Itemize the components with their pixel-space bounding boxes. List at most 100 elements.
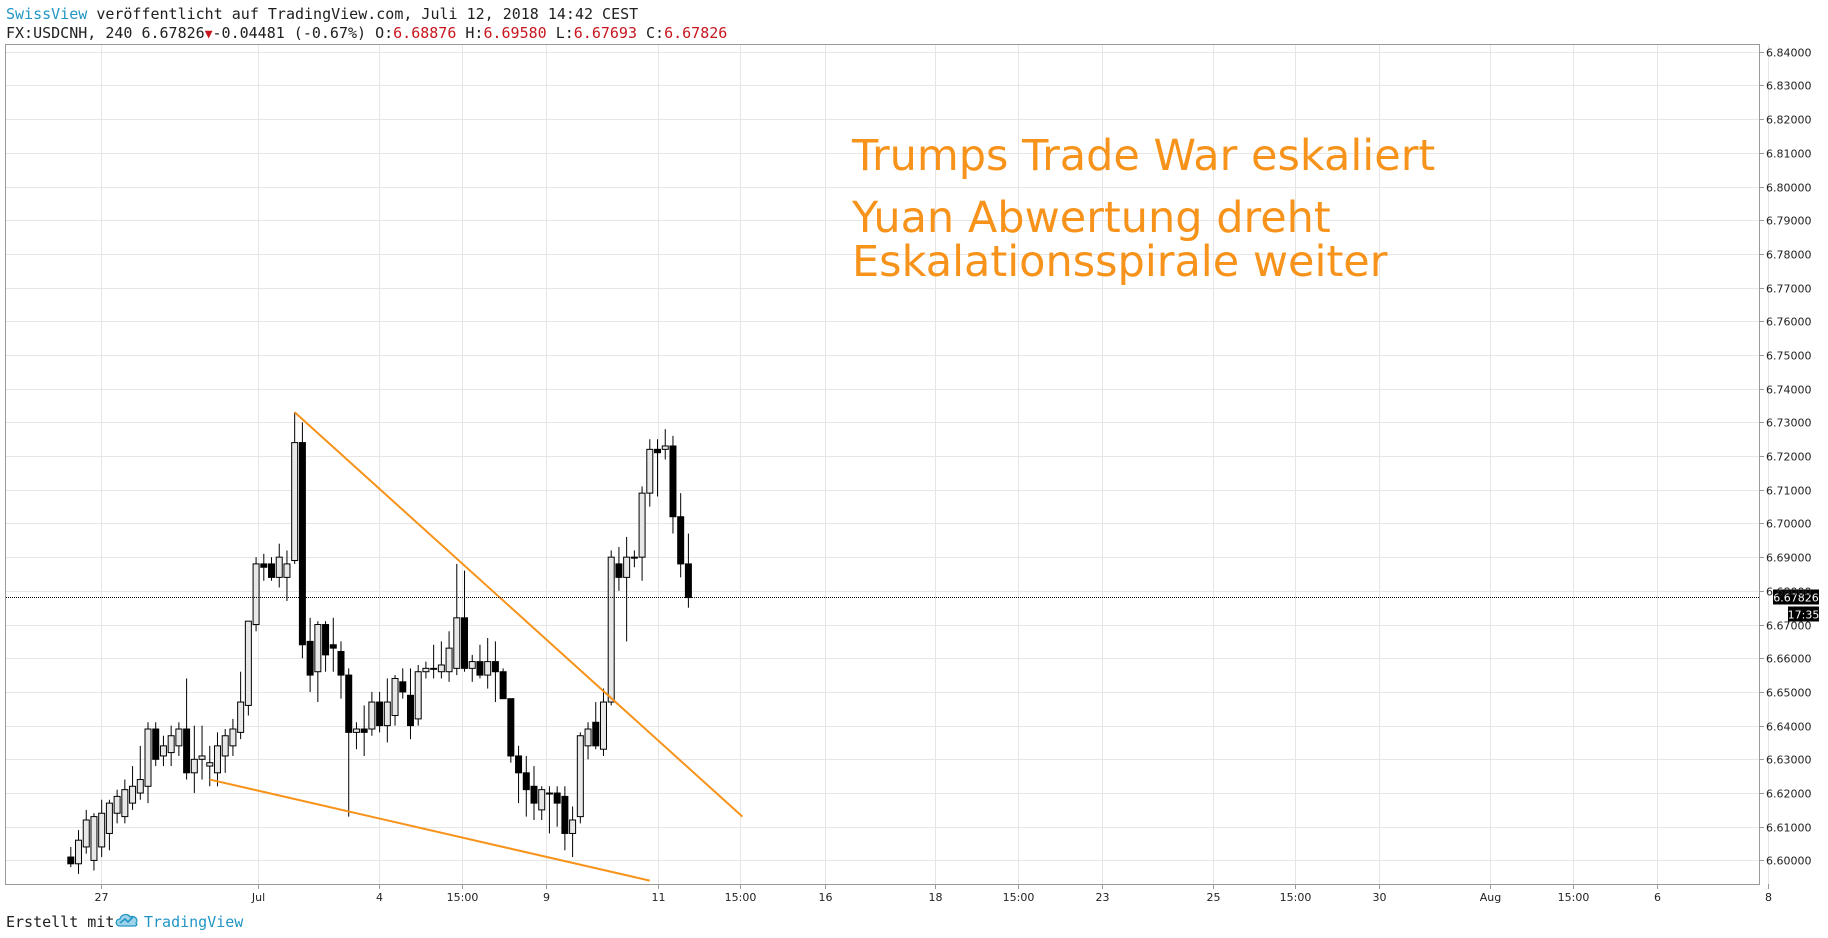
annotation-text[interactable]: Trumps Trade War eskaliert: [851, 131, 1435, 181]
candle: [268, 557, 276, 581]
candle-body: [538, 789, 546, 811]
candle: [453, 563, 461, 676]
candle: [507, 698, 515, 763]
candle-body: [314, 624, 322, 673]
candle-body: [476, 661, 484, 676]
candle: [98, 799, 106, 858]
tradingview-brand[interactable]: TradingView: [144, 913, 244, 931]
price-tick-label: 6.84000: [1766, 47, 1812, 60]
candle-body: [82, 819, 90, 848]
candle: [561, 786, 569, 851]
candle: [322, 621, 330, 672]
annotation-text[interactable]: Yuan Abwertung dreht: [851, 193, 1331, 243]
price-tick-label: 6.72000: [1766, 451, 1812, 464]
candle-body: [468, 661, 476, 669]
candle-body: [75, 839, 83, 865]
candle: [121, 779, 129, 824]
candle: [437, 641, 445, 679]
time-tick-label: 4: [376, 891, 383, 904]
tradingview-cloud-icon[interactable]: [114, 911, 140, 929]
candle: [414, 664, 422, 726]
candle: [376, 691, 384, 733]
candle-body: [576, 735, 584, 818]
price-tick-label: 6.70000: [1766, 518, 1812, 531]
candle: [275, 543, 283, 588]
price-tick-label: 6.65000: [1766, 687, 1812, 700]
candle: [468, 654, 476, 682]
candle: [67, 846, 75, 868]
price-tick-label: 6.79000: [1766, 215, 1812, 228]
candle-body: [437, 664, 445, 673]
candle: [175, 722, 183, 756]
candle: [399, 668, 407, 699]
candle: [569, 806, 577, 858]
candle: [499, 668, 507, 700]
candle: [237, 671, 245, 740]
price-tick-label: 6.78000: [1766, 249, 1812, 262]
candle-body: [352, 728, 360, 733]
candle: [607, 550, 615, 706]
chart-annotations[interactable]: Trumps Trade War eskaliert Yuan Abwertung…: [851, 131, 1435, 287]
candle-body: [329, 644, 337, 649]
price-change: -0.04481 (-0.67%): [212, 24, 367, 42]
candle: [391, 675, 399, 726]
candle-body: [337, 651, 345, 676]
candle-body: [268, 563, 276, 578]
candle-body: [129, 785, 137, 804]
price-tick-label: 6.61000: [1766, 822, 1812, 835]
time-axis[interactable]: 27 Jul 4 15:00 9 11 15:00 16 18 15:00 23 25 15:00 30 A…: [95, 884, 1773, 904]
price-axis[interactable]: 6.84000 6.83000 6.82000 6.81000 6.80000 6.790…: [1759, 47, 1812, 868]
price-tick-label: 6.63000: [1766, 754, 1812, 767]
candle-body: [244, 620, 252, 706]
candle-body: [383, 701, 391, 727]
price-tick-label: 6.71000: [1766, 485, 1812, 498]
symbol-info: FX:USDCNH, 240 6.67826▼-0.04481 (-0.67%)…: [6, 24, 727, 44]
candle-body: [322, 624, 330, 656]
annotation-text[interactable]: Eskalationsspirale weiter: [852, 237, 1388, 287]
candle: [159, 735, 167, 767]
price-chart[interactable]: Trumps Trade War eskaliert Yuan Abwertung…: [0, 44, 1828, 904]
time-tick-label: Aug: [1480, 891, 1501, 904]
trendline-upper[interactable]: [294, 411, 744, 818]
publisher-link[interactable]: SwissView: [6, 5, 88, 23]
candle-body: [190, 758, 198, 774]
candle-body: [252, 563, 260, 626]
candle-body: [144, 728, 152, 787]
trendlines[interactable]: [209, 411, 1828, 882]
time-tick-label: 8: [1765, 891, 1772, 904]
candle: [252, 557, 260, 632]
close-label: C:: [646, 24, 665, 42]
created-with-text: Erstellt mit: [6, 913, 115, 931]
candle-body: [599, 701, 607, 750]
candle: [484, 638, 492, 689]
candle-body: [175, 728, 183, 747]
time-tick-label: 25: [1207, 891, 1221, 904]
candle-body: [345, 674, 353, 733]
candle: [298, 422, 306, 659]
high-value: 6.69580: [483, 24, 547, 42]
plot-border: [5, 44, 1760, 885]
candle: [229, 718, 237, 756]
candle: [90, 813, 98, 871]
candle-body: [584, 728, 592, 747]
candle-body: [183, 728, 191, 774]
current-price-label: 6.67826: [1773, 592, 1819, 605]
candle: [144, 722, 152, 804]
publish-info: SwissView veröffentlicht auf TradingView…: [6, 5, 638, 23]
candle-body: [522, 772, 530, 791]
open-label: O:: [375, 24, 394, 42]
candle: [260, 553, 268, 581]
candle-body: [592, 721, 600, 747]
current-price-badge: [1773, 589, 1819, 605]
candle-body: [260, 563, 268, 568]
candle-body: [306, 640, 314, 676]
high-label: H:: [465, 24, 484, 42]
candle-body: [422, 667, 430, 673]
price-tick-label: 6.74000: [1766, 384, 1812, 397]
candle: [461, 570, 469, 672]
candle-body: [515, 755, 523, 774]
candle: [360, 705, 368, 756]
candle-body: [484, 661, 492, 676]
candle-body: [229, 728, 237, 747]
trendline-lower[interactable]: [209, 778, 651, 882]
